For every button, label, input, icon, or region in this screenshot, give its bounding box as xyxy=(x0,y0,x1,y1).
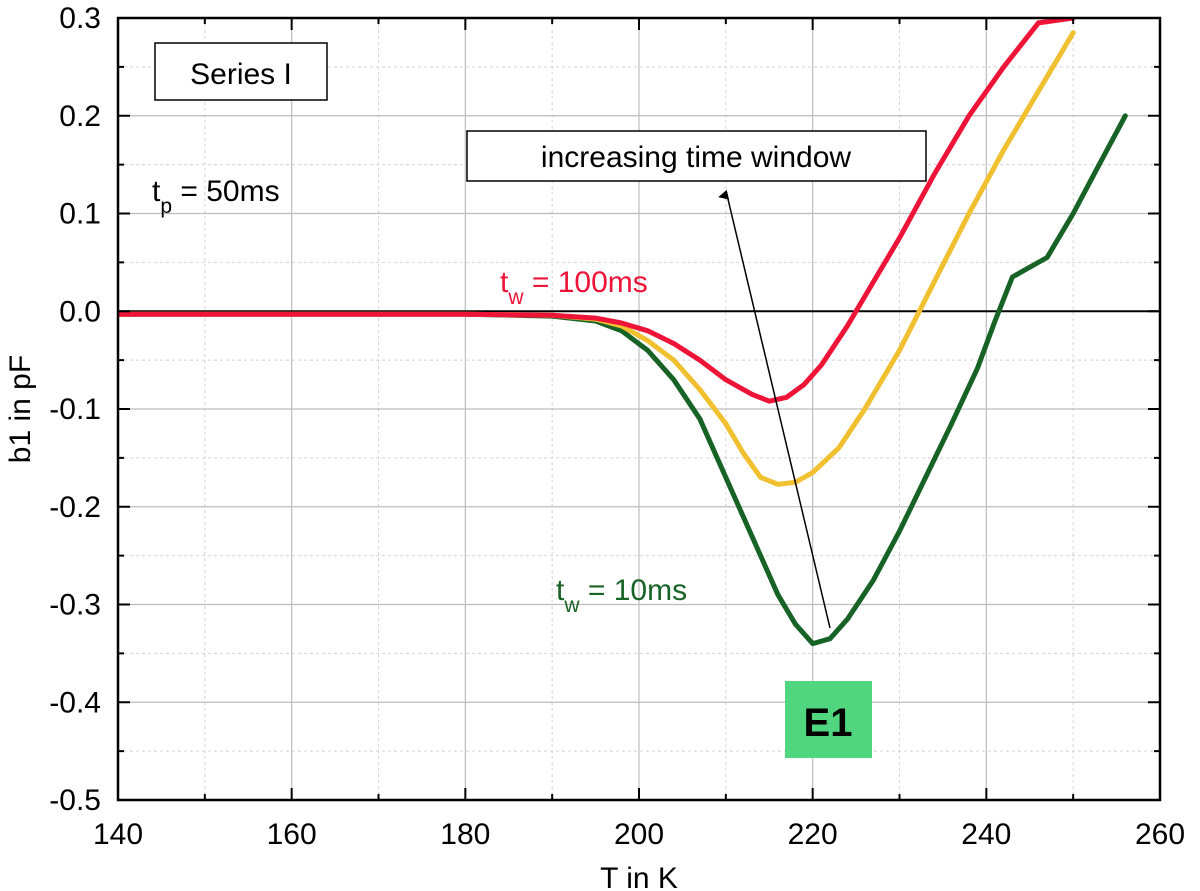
x-tick-label: 240 xyxy=(961,818,1011,851)
x-axis-title: T in K xyxy=(600,862,678,891)
x-tick-label: 200 xyxy=(614,818,664,851)
y-tick-label: -0.3 xyxy=(49,589,101,622)
y-tick-label: -0.2 xyxy=(49,491,101,524)
tw100-annotation: tw = 100ms xyxy=(500,266,648,309)
tp-annotation: tp = 50ms xyxy=(152,175,280,218)
y-tick-label: -0.4 xyxy=(49,686,101,719)
e1-label-box: E1 xyxy=(785,681,872,758)
y-tick-label: 0.2 xyxy=(59,100,101,133)
x-tick-label: 220 xyxy=(788,818,838,851)
series-label-box: Series I xyxy=(154,42,328,101)
series-line-2 xyxy=(118,18,1076,404)
y-tick-label: -0.1 xyxy=(49,393,101,426)
time-window-arrow xyxy=(718,189,831,629)
y-tick-labels: 0.3 0.2 0.1 0.0 -0.1 -0.2 -0.3 -0.4 -0.5 xyxy=(49,2,101,817)
tw10-annotation: tw = 10ms xyxy=(556,574,687,617)
arrow-label-box: increasing time window xyxy=(466,130,927,182)
y-tick-label: 0.3 xyxy=(59,2,101,35)
e1-label: E1 xyxy=(804,701,853,745)
x-tick-label: 180 xyxy=(440,818,490,851)
arrow-label: increasing time window xyxy=(541,141,851,174)
y-tick-label: 0.0 xyxy=(59,295,101,328)
y-tick-label: 0.1 xyxy=(59,198,101,231)
axis-ticks xyxy=(117,17,1161,801)
x-tick-label: 260 xyxy=(1135,818,1185,851)
x-tick-label: 160 xyxy=(267,818,317,851)
x-tick-labels: 140 160 180 200 220 240 260 xyxy=(93,818,1185,851)
series-layer xyxy=(118,18,1128,647)
y-axis-title: b1 in pF xyxy=(4,355,37,463)
y-tick-label: -0.5 xyxy=(49,784,101,817)
series-label: Series I xyxy=(190,58,292,91)
x-tick-label: 140 xyxy=(93,818,143,851)
